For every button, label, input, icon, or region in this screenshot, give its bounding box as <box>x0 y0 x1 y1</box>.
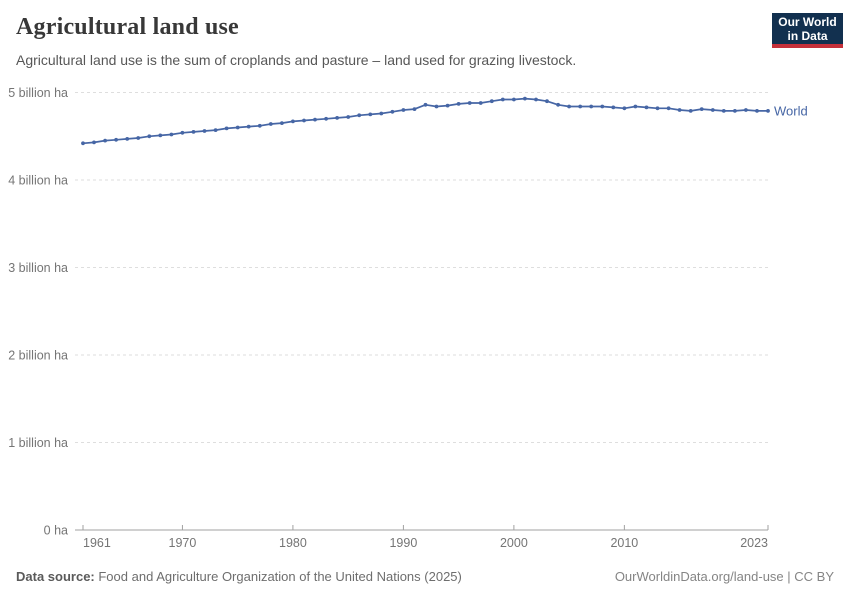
data-point-marker[interactable] <box>611 105 616 110</box>
data-point-marker[interactable] <box>622 106 627 111</box>
data-point-marker[interactable] <box>224 126 229 131</box>
chart-plot-area[interactable]: 0 ha 1 billion ha 2 billion ha 3 billion ha… <box>0 72 850 552</box>
data-point-marker[interactable] <box>103 138 107 143</box>
x-axis-tick-label: 2000 <box>500 536 528 550</box>
data-point-marker[interactable] <box>92 140 96 145</box>
data-point-marker[interactable] <box>379 111 384 116</box>
data-point-marker[interactable] <box>578 104 583 109</box>
data-point-marker[interactable] <box>125 137 130 141</box>
data-point-marker[interactable] <box>291 119 295 124</box>
x-axis-tick-label: 1980 <box>279 536 307 550</box>
data-source-text: Food and Agriculture Organization of the… <box>94 569 462 584</box>
data-point-marker[interactable] <box>368 112 373 117</box>
data-point-marker[interactable] <box>335 116 339 120</box>
x-axis-tick-label: 1961 <box>83 536 111 550</box>
y-axis-tick-label: 0 ha <box>44 524 68 538</box>
owid-logo-line2: in Data <box>787 28 828 43</box>
data-point-marker[interactable] <box>710 108 715 112</box>
data-source-note: Data source: Food and Agriculture Organi… <box>16 569 462 584</box>
data-point-marker[interactable] <box>467 101 472 105</box>
footer-separator: | <box>783 569 795 584</box>
owid-logo-line1: Our World <box>778 14 837 29</box>
data-point-marker[interactable] <box>755 109 759 113</box>
data-point-marker[interactable] <box>136 136 141 140</box>
data-point-marker[interactable] <box>390 109 395 114</box>
data-point-marker[interactable] <box>644 105 649 110</box>
data-point-marker[interactable] <box>666 106 671 111</box>
data-point-marker[interactable] <box>81 141 85 146</box>
data-point-marker[interactable] <box>246 124 251 129</box>
data-point-marker[interactable] <box>655 106 660 111</box>
data-point-marker[interactable] <box>412 107 417 111</box>
data-point-marker[interactable] <box>324 116 328 121</box>
data-point-marker[interactable] <box>213 128 218 132</box>
data-point-marker[interactable] <box>313 117 317 122</box>
data-point-marker[interactable] <box>633 104 638 109</box>
data-point-marker[interactable] <box>688 109 693 113</box>
data-point-marker[interactable] <box>699 107 704 111</box>
y-axis-tick-label: 1 billion ha <box>8 436 68 450</box>
data-point-marker[interactable] <box>733 109 737 113</box>
data-point-marker[interactable] <box>114 137 118 142</box>
data-point-marker[interactable] <box>677 108 682 112</box>
data-point-marker[interactable] <box>512 97 516 102</box>
data-point-marker[interactable] <box>721 109 726 113</box>
data-point-marker[interactable] <box>257 123 262 128</box>
y-axis-tick-label: 5 billion ha <box>8 86 68 100</box>
data-point-marker[interactable] <box>202 129 207 133</box>
license-label: CC BY <box>794 569 834 584</box>
data-point-marker[interactable] <box>523 96 527 101</box>
data-point-marker[interactable] <box>357 113 362 118</box>
page-title: Agricultural land use <box>16 14 239 40</box>
data-point-marker[interactable] <box>545 99 549 104</box>
data-point-marker[interactable] <box>600 104 605 109</box>
chart-subtitle: Agricultural land use is the sum of crop… <box>16 52 577 68</box>
data-point-marker[interactable] <box>169 132 174 137</box>
data-point-marker[interactable] <box>456 102 461 106</box>
data-point-marker[interactable] <box>191 130 196 134</box>
data-point-marker[interactable] <box>489 99 494 104</box>
data-point-marker[interactable] <box>534 97 538 102</box>
data-point-marker[interactable] <box>235 125 240 130</box>
data-point-marker[interactable] <box>744 108 748 112</box>
data-point-marker[interactable] <box>556 102 560 107</box>
data-point-marker[interactable] <box>180 130 185 135</box>
owid-logo[interactable]: Our World in Data <box>772 13 843 48</box>
x-axis-tick-label: 2010 <box>610 536 638 550</box>
y-axis-tick-label: 4 billion ha <box>8 174 68 188</box>
data-point-marker[interactable] <box>589 104 594 109</box>
data-point-marker[interactable] <box>147 134 152 139</box>
data-point-marker[interactable] <box>567 104 571 109</box>
data-point-marker[interactable] <box>434 104 439 109</box>
data-source-label: Data source: <box>16 569 95 584</box>
y-axis-tick-label: 2 billion ha <box>8 349 68 363</box>
owid-url-link[interactable]: OurWorldinData.org/land-use <box>614 569 784 584</box>
data-point-marker[interactable] <box>766 109 770 113</box>
data-point-marker[interactable] <box>346 115 351 119</box>
data-point-marker[interactable] <box>280 121 284 125</box>
x-axis-tick-label: 1990 <box>389 536 417 550</box>
data-point-marker[interactable] <box>423 102 428 107</box>
data-point-marker[interactable] <box>401 108 406 112</box>
data-point-marker[interactable] <box>268 122 273 126</box>
footer-attribution: OurWorldinData.org/land-use | CC BY <box>615 569 834 584</box>
data-point-marker[interactable] <box>478 101 483 105</box>
data-point-marker[interactable] <box>158 133 163 138</box>
y-axis-tick-label: 3 billion ha <box>8 261 68 275</box>
data-point-marker[interactable] <box>302 118 306 123</box>
data-point-marker[interactable] <box>445 103 450 108</box>
entity-label-world[interactable]: World <box>774 103 808 118</box>
data-point-marker[interactable] <box>500 97 505 102</box>
x-axis-tick-label: 1970 <box>169 536 197 550</box>
x-axis-tick-label: 2023 <box>740 536 768 550</box>
